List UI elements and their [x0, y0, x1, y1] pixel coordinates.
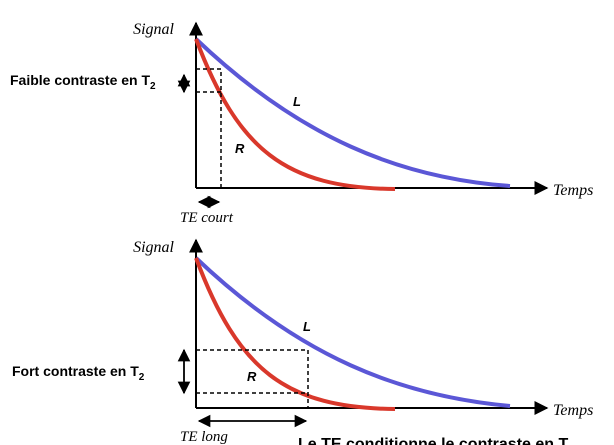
- panel-top: Signal Temps Faible contraste en T2 L R …: [10, 21, 593, 226]
- curve-short-label: R: [235, 141, 245, 156]
- curve-long-t2: [194, 37, 511, 188]
- panel-bottom: Signal Temps Fort contraste en T2 L R TE…: [12, 238, 593, 445]
- curve-long-t2: [194, 256, 511, 408]
- caption: Le TE conditionne le contraste en T: [298, 436, 568, 445]
- te-label: TE court: [180, 210, 234, 226]
- curve-short-t2: [194, 38, 396, 191]
- contrast-label: Faible contraste en T2: [10, 72, 156, 92]
- x-axis-label: Temps: [553, 402, 593, 419]
- curve-long-label: L: [293, 94, 301, 109]
- x-axis-label: Temps: [553, 182, 593, 199]
- curve-short-t2: [194, 257, 396, 411]
- te-dashed-guide: [196, 349, 309, 408]
- contrast-label: Fort contraste en T2: [12, 363, 145, 383]
- y-axis-label: Signal: [133, 239, 174, 256]
- te-label: TE long: [180, 429, 228, 445]
- y-axis-label: Signal: [133, 21, 174, 38]
- curve-short-label: R: [247, 369, 257, 384]
- curve-long-label: L: [303, 319, 311, 334]
- te-dashed-guide: [196, 68, 222, 188]
